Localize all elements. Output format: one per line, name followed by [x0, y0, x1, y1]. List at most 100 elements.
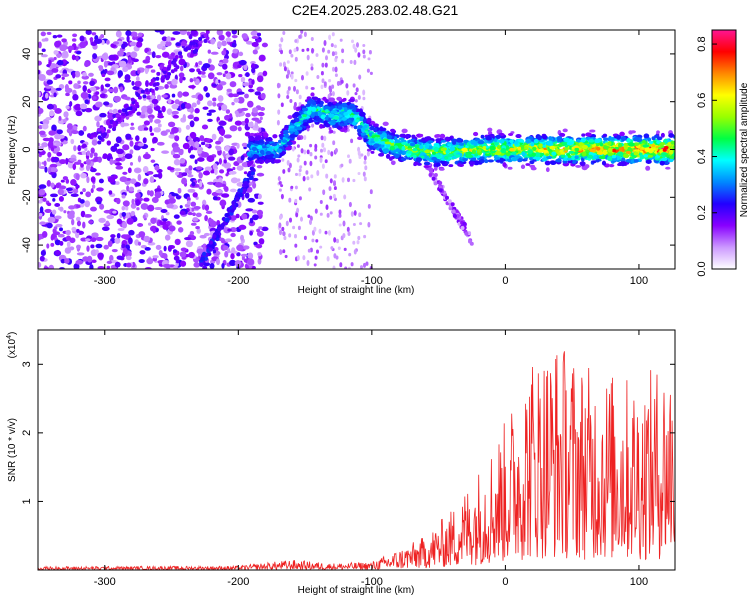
heatmap-cell	[515, 134, 522, 139]
heatmap-cell	[482, 146, 487, 150]
heatmap-cell	[137, 241, 142, 246]
heatmap-cell	[294, 130, 299, 136]
heatmap-cell	[58, 195, 64, 202]
heatmap-cell	[433, 181, 438, 186]
heatmap-cell	[100, 84, 104, 92]
heatmap-cell	[231, 247, 236, 254]
heatmap-cell	[63, 210, 67, 214]
heatmap-cell	[242, 188, 247, 193]
heatmap-cell	[362, 43, 366, 48]
heatmap-cell	[70, 138, 75, 145]
heatmap-cell	[125, 111, 130, 116]
heatmap-cell	[484, 159, 489, 164]
heatmap-cell	[590, 133, 597, 139]
heatmap-cell	[296, 136, 301, 141]
heatmap-cell	[334, 73, 338, 77]
heatmap-cell	[58, 159, 67, 165]
heatmap-cell	[589, 129, 596, 133]
heatmap-cell	[309, 152, 313, 157]
heatmap-cell	[121, 234, 129, 239]
heatmap-cell	[74, 70, 81, 78]
heatmap-cell	[332, 140, 336, 146]
heatmap-cell	[75, 216, 81, 222]
heatmap-cell	[581, 151, 587, 157]
colorbar-tick-label: 0.0	[696, 261, 708, 276]
heatmap-cell	[331, 32, 335, 37]
heatmap-x-tick-label: -100	[361, 275, 383, 287]
heatmap-cell	[438, 181, 443, 185]
heatmap-cell	[330, 119, 336, 123]
heatmap-cell	[318, 118, 323, 123]
heatmap-cell	[79, 191, 84, 195]
heatmap-cell	[131, 81, 135, 86]
heatmap-cell	[521, 151, 526, 157]
heatmap-cell	[217, 226, 222, 232]
heatmap-cell	[97, 265, 105, 269]
heatmap-cell	[333, 182, 336, 187]
heatmap-cell	[129, 41, 137, 47]
heatmap-y-axis-label: Frequency (Hz)	[7, 116, 18, 185]
heatmap-cell	[126, 262, 132, 268]
heatmap-cell	[509, 147, 515, 152]
heatmap-cell	[156, 94, 162, 101]
heatmap-cell	[154, 118, 161, 124]
heatmap-cell	[231, 42, 237, 48]
heatmap-cell	[643, 133, 650, 139]
heatmap-cell	[484, 152, 491, 157]
heatmap-cell	[379, 126, 384, 132]
heatmap-cell	[127, 56, 132, 64]
heatmap-cell	[250, 63, 256, 70]
heatmap-cell	[258, 226, 263, 230]
heatmap-cell	[174, 135, 180, 142]
heatmap-cell	[154, 206, 163, 211]
heatmap-cell	[298, 94, 302, 100]
heatmap-cell	[150, 69, 156, 73]
heatmap-cell	[316, 249, 319, 254]
heatmap-cell	[71, 54, 76, 61]
heatmap-cell	[344, 266, 348, 269]
heatmap-cell	[90, 132, 99, 136]
heatmap-cell	[280, 193, 284, 200]
heatmap-cell	[206, 138, 211, 143]
heatmap-cell	[290, 185, 294, 190]
heatmap-cell	[327, 101, 333, 106]
heatmap-cell	[567, 155, 572, 158]
heatmap-cell	[541, 134, 548, 140]
heatmap-cell	[124, 103, 129, 108]
heatmap-cell	[648, 140, 654, 145]
heatmap-cell	[75, 173, 80, 181]
heatmap-cell	[310, 92, 315, 97]
heatmap-cell	[59, 240, 64, 246]
heatmap-cell	[46, 222, 53, 229]
heatmap-cell	[587, 154, 594, 159]
heatmap-cell	[250, 171, 255, 176]
heatmap-cell	[334, 66, 338, 73]
heatmap-cell	[341, 116, 348, 121]
heatmap-cell	[58, 83, 65, 90]
heatmap-cell	[203, 256, 209, 261]
heatmap-cell	[143, 235, 151, 243]
heatmap-cell	[426, 167, 434, 171]
heatmap-cell	[93, 152, 98, 157]
heatmap-cell	[340, 79, 344, 84]
heatmap-cell	[266, 146, 273, 152]
heatmap-cell	[325, 204, 329, 210]
heatmap-cell	[149, 176, 155, 184]
heatmap-cell	[50, 63, 57, 68]
heatmap-cell	[575, 139, 581, 143]
heatmap-cell	[248, 141, 253, 145]
heatmap-cell	[84, 99, 89, 105]
heatmap-cell	[44, 85, 53, 89]
heatmap-cell	[70, 193, 79, 197]
heatmap-cell	[660, 132, 665, 138]
snr-x-ticks: -300 -200 -100 0 100	[94, 330, 648, 588]
heatmap-cell	[173, 214, 180, 219]
heatmap-cell	[187, 136, 192, 141]
heatmap-cell	[436, 162, 441, 167]
heatmap-cell	[227, 248, 231, 254]
heatmap-cell	[196, 228, 201, 234]
heatmap-cell	[656, 136, 663, 141]
heatmap-cell	[360, 153, 364, 157]
heatmap-cell	[187, 114, 194, 120]
